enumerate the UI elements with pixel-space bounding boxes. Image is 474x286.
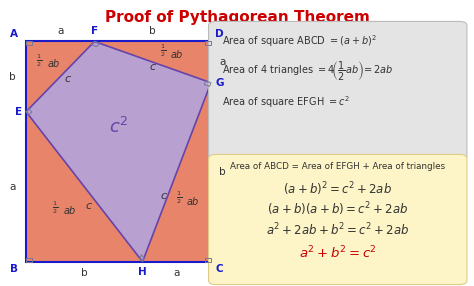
Text: H: H bbox=[138, 267, 147, 277]
FancyBboxPatch shape bbox=[209, 154, 467, 285]
Text: $ab$: $ab$ bbox=[63, 204, 76, 216]
Text: b: b bbox=[149, 26, 156, 36]
Text: Proof of Pythagorean Theorem: Proof of Pythagorean Theorem bbox=[105, 10, 369, 25]
Text: F: F bbox=[91, 26, 98, 36]
Text: b: b bbox=[9, 72, 16, 82]
Text: $(a+b)(a+b)=c^2+2ab$: $(a+b)(a+b)=c^2+2ab$ bbox=[267, 200, 409, 218]
Text: $\frac{1}{2}$: $\frac{1}{2}$ bbox=[36, 52, 42, 69]
Text: E: E bbox=[15, 107, 22, 117]
Text: a: a bbox=[219, 57, 226, 67]
Text: $c^2$: $c^2$ bbox=[109, 117, 128, 137]
Text: $c$: $c$ bbox=[149, 62, 157, 72]
Text: $ab$: $ab$ bbox=[170, 48, 184, 60]
Text: $ab$: $ab$ bbox=[47, 57, 61, 69]
Text: b: b bbox=[81, 268, 88, 278]
Text: $a^2+b^2=c^2$: $a^2+b^2=c^2$ bbox=[299, 245, 377, 261]
Text: $c$: $c$ bbox=[64, 74, 72, 84]
Text: B: B bbox=[9, 264, 18, 274]
FancyBboxPatch shape bbox=[209, 21, 467, 160]
Text: $\frac{1}{2}$: $\frac{1}{2}$ bbox=[176, 189, 182, 206]
Polygon shape bbox=[26, 41, 211, 262]
Text: D: D bbox=[215, 29, 224, 39]
Text: a: a bbox=[173, 268, 180, 278]
Text: a: a bbox=[57, 26, 64, 36]
Text: $c$: $c$ bbox=[160, 191, 168, 201]
Polygon shape bbox=[26, 41, 211, 262]
Text: b: b bbox=[219, 167, 226, 177]
Text: A: A bbox=[9, 29, 18, 39]
Text: a: a bbox=[9, 182, 16, 192]
Text: G: G bbox=[215, 78, 224, 88]
Text: Area of ABCD = Area of EFGH + Area of triangles: Area of ABCD = Area of EFGH + Area of tr… bbox=[230, 162, 446, 170]
Text: C: C bbox=[215, 264, 223, 274]
Text: $a^2+2ab+b^2=c^2+2ab$: $a^2+2ab+b^2=c^2+2ab$ bbox=[266, 222, 410, 238]
Text: Area of square EFGH $= c^2$: Area of square EFGH $= c^2$ bbox=[222, 94, 350, 110]
Text: $ab$: $ab$ bbox=[186, 194, 200, 206]
Text: Area of 4 triangles $= 4\!\left(\dfrac{1}{2}ab\right)\!=2ab$: Area of 4 triangles $= 4\!\left(\dfrac{1… bbox=[222, 60, 393, 83]
Text: $\frac{1}{2}$: $\frac{1}{2}$ bbox=[160, 43, 165, 59]
Text: Area of square ABCD $=(a+b)^2$: Area of square ABCD $=(a+b)^2$ bbox=[222, 33, 377, 49]
Text: $c$: $c$ bbox=[84, 201, 92, 211]
Text: $(a+b)^2=c^2+2ab$: $(a+b)^2=c^2+2ab$ bbox=[283, 181, 392, 198]
Text: $\frac{1}{2}$: $\frac{1}{2}$ bbox=[53, 199, 58, 216]
